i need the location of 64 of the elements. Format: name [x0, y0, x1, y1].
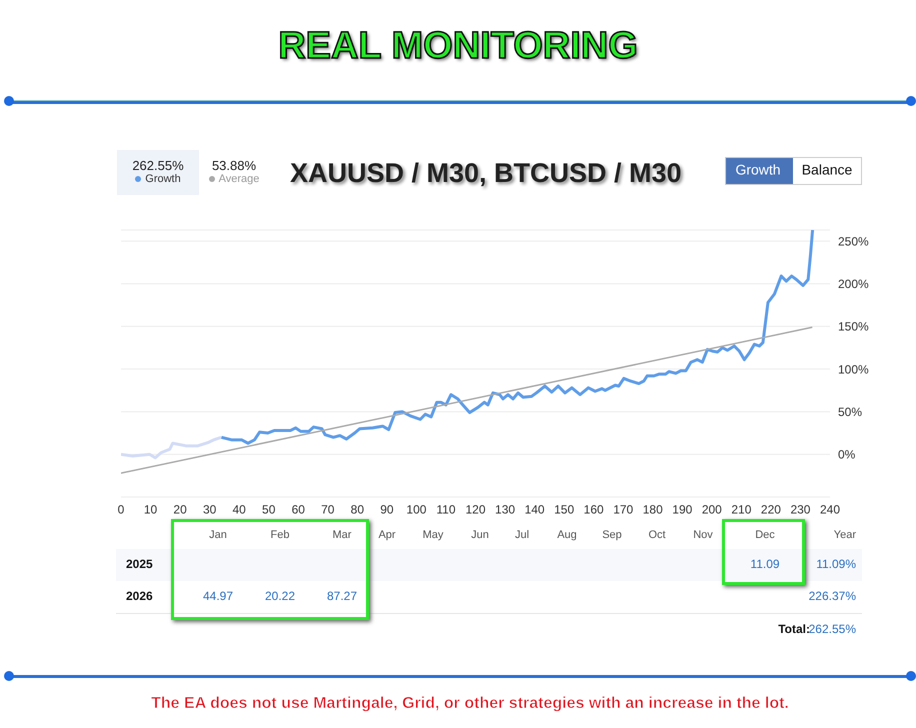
text: 2026 [126, 589, 154, 604]
x-tick-label: 0 [118, 502, 125, 517]
chart-title: REAL MONITORING [277, 25, 639, 68]
y-tick-label: 200% [838, 277, 870, 291]
x-tick-label: 100 [406, 502, 427, 517]
x-tick-label: 140 [524, 502, 545, 517]
x-tick-label: 30 [202, 502, 217, 517]
text: Sep [602, 528, 622, 541]
text: Dec [755, 528, 776, 541]
text: 20.22 [264, 589, 296, 604]
text: Total: [778, 622, 810, 636]
y-tick-label: 0% [838, 448, 856, 462]
y-tick-label: 50% [838, 404, 862, 419]
legend-label: Average [218, 173, 260, 185]
text: 11.09 [750, 557, 780, 572]
line-series [220, 230, 814, 445]
line-series [121, 436, 223, 460]
x-tick-label: 210 [731, 502, 752, 517]
chart-subtitle: XAUUSD / M30, BTCUSD / M30 [290, 158, 682, 189]
x-tick-label: 240 [820, 502, 840, 517]
x-tick-label: 160 [584, 502, 604, 517]
text: Nov [693, 528, 714, 541]
text: 262.55% [131, 158, 185, 173]
x-tick-label: 180 [642, 502, 664, 517]
text: May [422, 528, 444, 541]
text: Mar [332, 528, 352, 541]
y-tick-label: 250% [838, 234, 870, 248]
x-tick-label: 60 [292, 502, 306, 517]
text: Oct [648, 528, 666, 541]
y-tick-label: 100% [838, 362, 870, 376]
x-tick-label: 150 [554, 502, 574, 517]
text: 53.88% [210, 158, 258, 173]
text: 44.97 [202, 589, 234, 604]
x-tick-label: 120 [465, 502, 486, 517]
text: 87.27 [326, 589, 358, 604]
legend-label: Growth [144, 173, 182, 185]
x-tick-label: 190 [672, 502, 693, 517]
text: Year [834, 528, 856, 541]
x-tick-label: 70 [321, 502, 335, 517]
x-tick-label: 90 [380, 502, 394, 517]
x-tick-label: 200 [702, 502, 722, 517]
x-tick-label: 110 [436, 502, 456, 517]
text: Jul [514, 528, 530, 541]
x-tick-label: 130 [495, 502, 516, 517]
text: Apr [378, 528, 396, 541]
text: 2025 [126, 557, 154, 572]
text: Growth [735, 162, 781, 178]
x-tick-label: 170 [613, 502, 634, 517]
y-tick-label: 150% [838, 320, 870, 334]
text: Jan [209, 528, 227, 541]
x-tick-label: 40 [232, 502, 246, 517]
x-tick-label: 230 [790, 502, 811, 517]
text: 11.09% [816, 557, 856, 572]
x-tick-label: 220 [760, 502, 782, 517]
text: Balance [802, 162, 853, 178]
text: Feb [270, 528, 290, 541]
text: 226.37% [808, 589, 856, 604]
text: Jun [471, 528, 489, 541]
text: Aug [557, 528, 577, 541]
text: 262.55% [808, 622, 856, 636]
x-tick-label: 80 [350, 502, 364, 517]
x-tick-label: 50 [262, 502, 276, 517]
x-tick-label: 10 [144, 502, 158, 517]
x-tick-label: 20 [173, 502, 188, 517]
